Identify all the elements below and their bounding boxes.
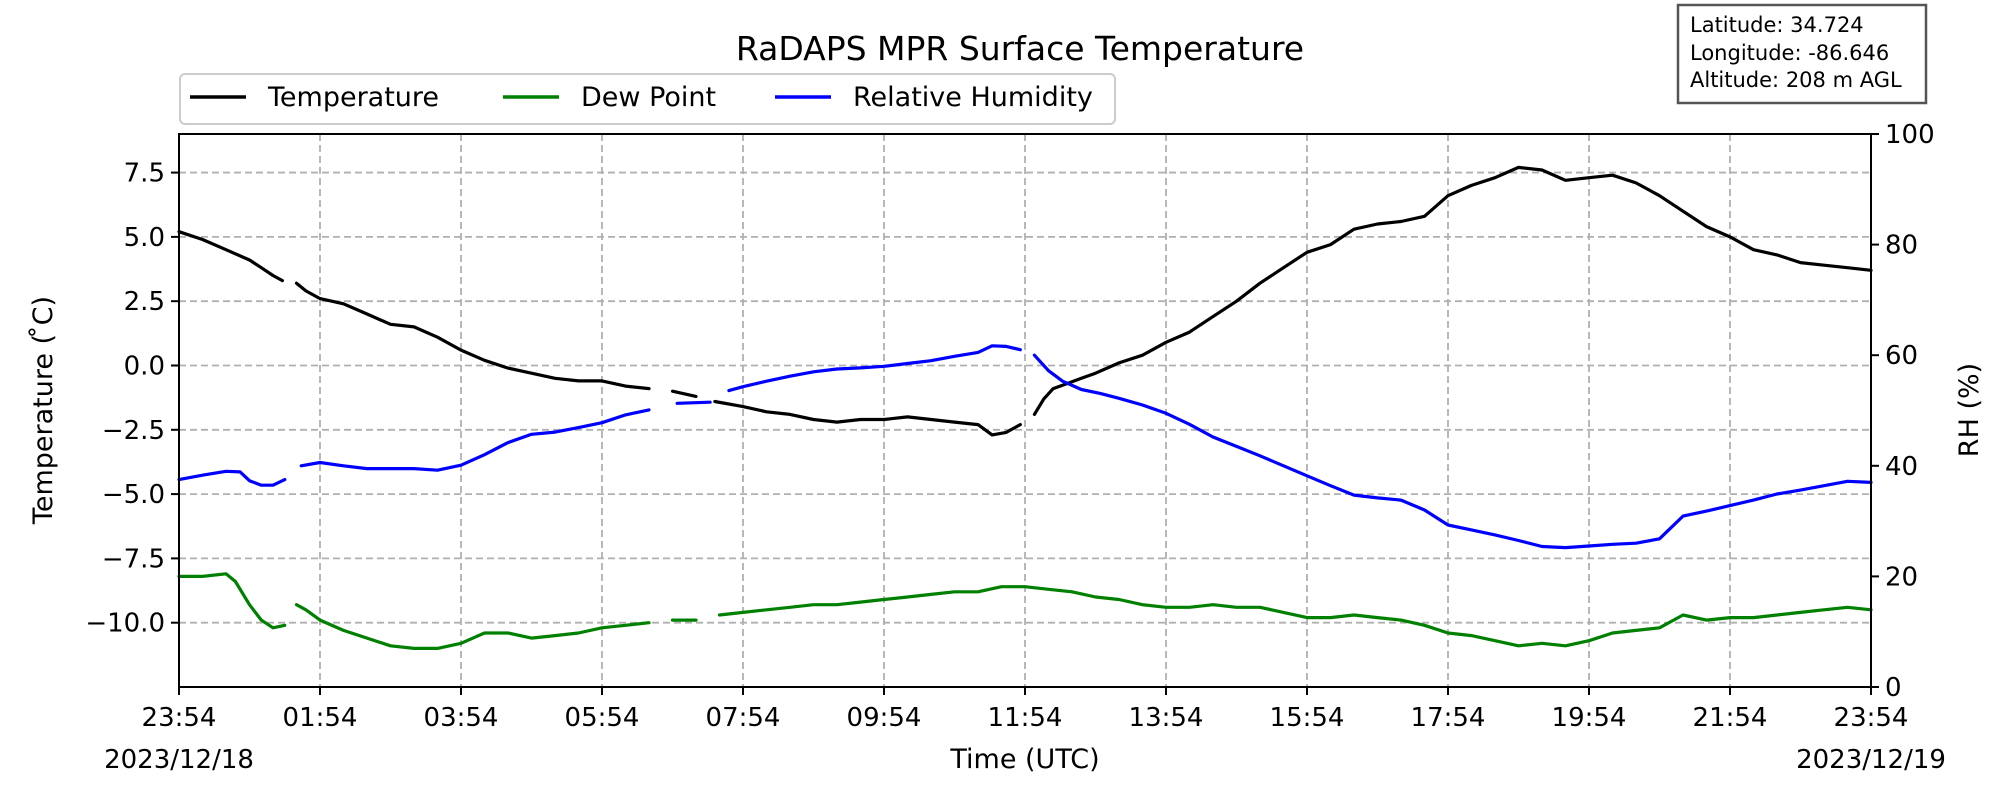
legend-rh-label: Relative Humidity (853, 82, 1093, 113)
y-axis-left-label: Temperature ( ̊C) (28, 296, 59, 525)
y-left-tick-label: −7.5 (102, 544, 165, 574)
x-tick-label: 05:54 (565, 703, 640, 733)
relative-humidity-line (177, 344, 1873, 550)
y-right-tick-label: 80 (1885, 231, 1918, 261)
y-right-tick-label: 20 (1885, 562, 1918, 592)
info-altitude: Altitude: 208 m AGL (1690, 68, 1902, 92)
dew-point-line (177, 572, 1873, 650)
chart-title: RaDAPS MPR Surface Temperature (736, 29, 1304, 68)
y-right-tick-label: 40 (1885, 452, 1918, 482)
y-left-tick-label: 0.0 (124, 351, 165, 381)
x-tick-label: 07:54 (706, 703, 781, 733)
info-latitude: Latitude: 34.724 (1690, 13, 1864, 37)
y-left-tick-label: 7.5 (124, 159, 165, 189)
y-left-tick-label: 5.0 (124, 223, 165, 253)
legend-frame (179, 73, 1116, 125)
x-tick-label: 17:54 (1411, 703, 1486, 733)
series-layer (177, 165, 1873, 650)
x-tick-label: 15:54 (1270, 703, 1345, 733)
y-right-tick-label: 0 (1885, 673, 1902, 703)
x-axis-label: Time (UTC) (949, 744, 1099, 775)
legend-dew-point-label: Dew Point (581, 82, 716, 113)
x-tick-label: 01:54 (283, 703, 358, 733)
tick-layer: 23:54 01:54 03:54 05:54 07:54 09:54 11:54 13:54… (85, 120, 1934, 733)
x-tick-label: 23:54 (1834, 703, 1909, 733)
y-left-tick-label: −10.0 (85, 609, 165, 639)
grid-layer (179, 134, 1871, 687)
x-tick-label: 09:54 (847, 703, 922, 733)
x-tick-label: 03:54 (424, 703, 499, 733)
y-right-tick-label: 60 (1885, 341, 1918, 371)
y-left-tick-label: −2.5 (102, 416, 165, 446)
info-box-frame (1676, 3, 1928, 105)
x-start-date: 2023/12/18 (104, 745, 254, 775)
y-left-tick-label: −5.0 (102, 480, 165, 510)
y-axis-right-label: RH (%) (1954, 363, 1985, 457)
x-tick-label: 13:54 (1129, 703, 1204, 733)
y-left-tick-label: 2.5 (124, 287, 165, 317)
y-right-tick-label: 100 (1885, 120, 1935, 150)
legend-temperature-label: Temperature (267, 82, 439, 113)
x-end-date: 2023/12/19 (1796, 745, 1946, 775)
info-longitude: Longitude: -86.646 (1690, 41, 1889, 65)
temperature-line (177, 165, 1873, 437)
legend: Temperature Dew Point Relative Humidity (179, 73, 1116, 125)
x-tick-label: 19:54 (1552, 703, 1627, 733)
info-box: Latitude: 34.724 Longitude: -86.646 Alti… (1676, 3, 1928, 105)
x-tick-label: 11:54 (988, 703, 1063, 733)
x-tick-label: 23:54 (142, 703, 217, 733)
x-tick-label: 21:54 (1693, 703, 1768, 733)
